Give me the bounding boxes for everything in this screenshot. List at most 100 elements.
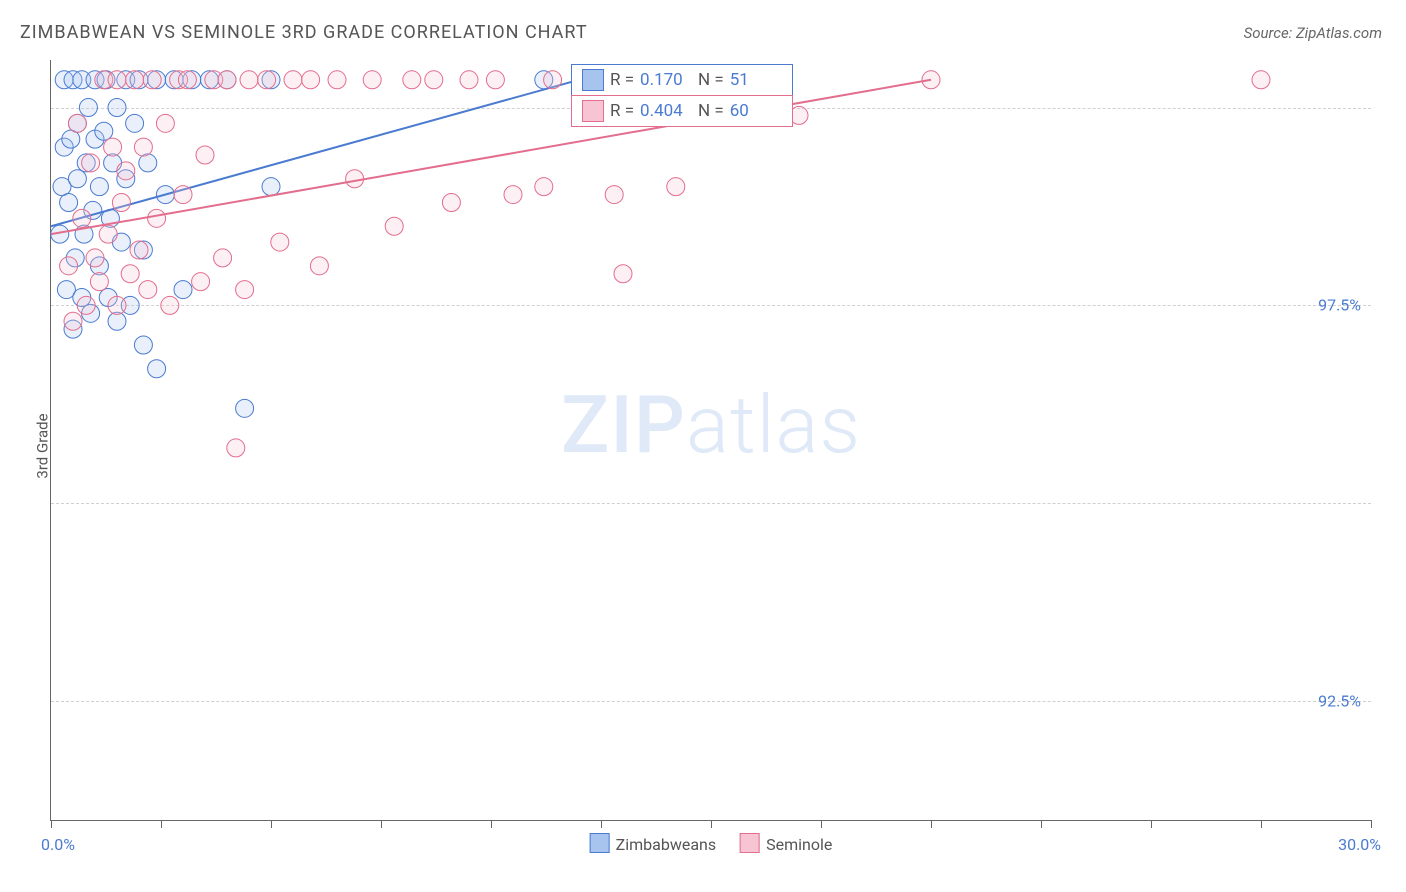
data-point (90, 273, 108, 291)
stats-r-label: R = (610, 101, 634, 121)
legend-label: Zimbabweans (616, 835, 716, 854)
legend-swatch (590, 833, 610, 853)
data-point (90, 178, 108, 196)
data-point (460, 71, 478, 89)
data-point (148, 360, 166, 378)
data-point (130, 241, 148, 259)
data-point (425, 71, 443, 89)
data-point (192, 273, 210, 291)
data-point (922, 71, 940, 89)
stats-row: R = 0.170 N = 51 (571, 64, 793, 96)
x-tick (381, 820, 382, 828)
stats-n-label: N = (698, 70, 724, 90)
data-point (486, 71, 504, 89)
data-point (68, 170, 86, 188)
trend-line (51, 80, 931, 234)
x-tick (271, 820, 272, 828)
y-tick-label: 92.5% (1318, 692, 1361, 711)
data-point (117, 162, 135, 180)
data-point (143, 71, 161, 89)
data-point (174, 281, 192, 299)
data-point (218, 71, 236, 89)
x-tick (1261, 820, 1262, 828)
data-point (82, 154, 100, 172)
data-point (77, 296, 95, 314)
x-axis-min-label: 0.0% (41, 835, 75, 854)
data-point (1252, 71, 1270, 89)
data-point (403, 71, 421, 89)
x-tick (711, 820, 712, 828)
data-point (667, 178, 685, 196)
data-point (139, 281, 157, 299)
data-point (284, 71, 302, 89)
x-tick (601, 820, 602, 828)
data-point (104, 138, 122, 156)
x-axis-max-label: 30.0% (1338, 835, 1381, 854)
data-point (68, 114, 86, 132)
x-tick (51, 820, 52, 828)
data-point (62, 130, 80, 148)
data-point (271, 233, 289, 251)
data-point (227, 439, 245, 457)
data-point (108, 71, 126, 89)
data-point (79, 99, 97, 117)
legend-swatch (740, 833, 760, 853)
y-tick-label: 97.5% (1318, 296, 1361, 315)
data-point (328, 71, 346, 89)
data-point (346, 170, 364, 188)
data-point (73, 209, 91, 227)
data-point (86, 249, 104, 267)
stats-n-value: 60 (730, 101, 782, 121)
x-tick (1371, 820, 1372, 828)
data-point (196, 146, 214, 164)
x-tick (161, 820, 162, 828)
data-point (544, 71, 562, 89)
stats-legend: R =0.170N =51R =0.404N =60 (571, 64, 793, 127)
data-point (64, 312, 82, 330)
legend-item: Seminole (740, 833, 832, 854)
chart-title: ZIMBABWEAN VS SEMINOLE 3RD GRADE CORRELA… (20, 22, 588, 43)
data-point (258, 71, 276, 89)
data-point (310, 257, 328, 275)
data-point (236, 281, 254, 299)
data-point (108, 99, 126, 117)
stats-r-label: R = (610, 70, 634, 90)
data-point (214, 249, 232, 267)
data-point (60, 257, 78, 275)
stats-swatch (582, 69, 604, 91)
data-point (178, 71, 196, 89)
stats-n-label: N = (698, 101, 724, 121)
data-point (236, 399, 254, 417)
stats-n-value: 51 (730, 70, 782, 90)
data-point (148, 209, 166, 227)
y-axis-label: 3rd Grade (34, 413, 52, 478)
stats-r-value: 0.170 (640, 70, 692, 90)
data-point (99, 225, 117, 243)
data-point (134, 138, 152, 156)
data-point (95, 122, 113, 140)
data-point (112, 194, 130, 212)
stats-row: R =0.404N =60 (571, 95, 793, 127)
data-point (363, 71, 381, 89)
data-point (161, 296, 179, 314)
data-point (156, 114, 174, 132)
data-point (108, 296, 126, 314)
data-point (60, 194, 78, 212)
data-point (614, 265, 632, 283)
chart-svg (51, 60, 1371, 820)
data-point (108, 312, 126, 330)
data-point (302, 71, 320, 89)
data-point (535, 178, 553, 196)
data-point (442, 194, 460, 212)
data-point (139, 154, 157, 172)
stats-swatch (582, 100, 604, 122)
data-point (262, 178, 280, 196)
legend-label: Seminole (766, 835, 832, 854)
data-point (385, 217, 403, 235)
x-tick (491, 820, 492, 828)
data-point (174, 186, 192, 204)
legend-item: Zimbabweans (590, 833, 716, 854)
data-point (240, 71, 258, 89)
data-point (126, 114, 144, 132)
source-caption: Source: ZipAtlas.com (1244, 24, 1382, 42)
